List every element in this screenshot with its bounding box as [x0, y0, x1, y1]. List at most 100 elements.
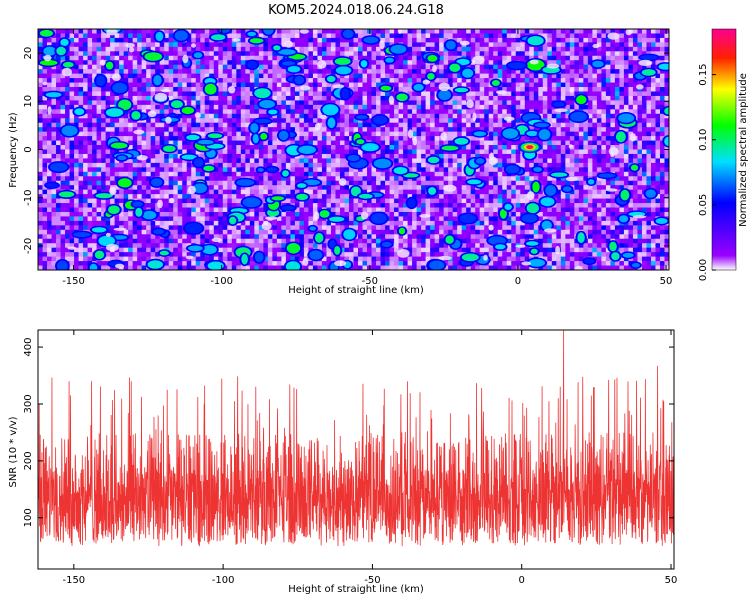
heatmap-cell	[213, 113, 219, 119]
heatmap-cell	[610, 122, 616, 128]
heatmap-cell	[596, 95, 602, 101]
heatmap-cell	[263, 140, 269, 146]
heatmap-cell	[515, 42, 521, 48]
heatmap-cell	[394, 176, 400, 182]
heatmap-cell	[448, 162, 454, 168]
heatmap-cell	[596, 87, 602, 93]
heatmap-cell	[272, 176, 278, 182]
heatmap-cell	[317, 55, 323, 61]
heatmap-cell	[457, 171, 463, 177]
heatmap-cell	[204, 51, 210, 57]
heatmap-cell	[461, 82, 467, 88]
heatmap-cell	[578, 167, 584, 173]
heatmap-cell	[123, 60, 129, 66]
heatmap-cell	[358, 95, 364, 101]
heatmap-cell	[249, 176, 255, 182]
heatmap-cell	[317, 73, 323, 79]
heatmap-cell	[87, 37, 93, 43]
heatmap-cell	[290, 162, 296, 168]
heatmap-cell	[569, 46, 575, 52]
heatmap-cell	[272, 51, 278, 57]
heatmap-cell	[448, 122, 454, 128]
heatmap-cell	[479, 78, 485, 84]
heatmap-cell	[51, 176, 57, 182]
heatmap-cell	[547, 100, 553, 106]
heatmap-cell	[475, 122, 481, 128]
heatmap-cell	[529, 136, 535, 142]
heatmap-cell	[407, 104, 413, 110]
heatmap-cell	[245, 87, 251, 93]
heatmap-cell	[249, 95, 255, 101]
heatmap-cell	[141, 149, 147, 155]
heatmap-cell	[339, 131, 346, 137]
heatmap-cell	[461, 109, 467, 115]
heatmap-cell	[592, 162, 598, 168]
heatmap-cell	[484, 78, 490, 84]
heatmap-cell	[601, 149, 607, 155]
heatmap-cell	[610, 118, 616, 124]
heatmap-cell	[267, 51, 273, 57]
heatmap-cell	[470, 136, 476, 142]
heatmap-cell	[150, 42, 156, 48]
heatmap-cell	[299, 162, 305, 168]
heatmap-cell	[231, 42, 237, 48]
heatmap-cell	[371, 46, 377, 52]
heatmap-cell	[556, 180, 562, 186]
heatmap-cell	[38, 167, 44, 173]
heatmap-cell	[565, 64, 571, 70]
heatmap-cell	[276, 104, 282, 110]
heatmap-cell	[434, 180, 440, 186]
heatmap-cell	[605, 46, 612, 52]
heatmap-cell	[587, 136, 593, 142]
heatmap-cell	[655, 51, 661, 57]
heatmap-cell	[159, 46, 165, 52]
heatmap-cell	[443, 104, 449, 110]
heatmap-cell	[434, 145, 440, 151]
heatmap-cell	[254, 171, 260, 177]
heatmap-cell	[69, 55, 75, 61]
heatmap-cell	[317, 140, 323, 146]
heatmap-cell	[479, 82, 485, 88]
heatmap-cell	[605, 153, 612, 160]
heatmap-cell	[596, 176, 602, 182]
heatmap-cell	[38, 82, 44, 88]
heatmap-cell	[92, 46, 98, 52]
heatmap-cell	[218, 162, 224, 168]
heatmap-cell	[587, 171, 593, 177]
heatmap-cell	[254, 153, 260, 160]
heatmap-cell	[448, 118, 454, 124]
heatmap-cell	[231, 60, 237, 66]
heatmap-cell	[488, 176, 494, 182]
heatmap-cell	[213, 162, 219, 168]
heatmap-cell	[200, 104, 206, 110]
heatmap-cell	[267, 122, 273, 128]
heatmap-cell	[632, 55, 639, 61]
heatmap-cell	[299, 167, 305, 173]
heatmap-cell	[285, 162, 291, 168]
heatmap-cell	[312, 109, 319, 115]
heatmap-cell	[339, 73, 346, 79]
heatmap-cell	[218, 46, 224, 52]
heatmap-cell	[403, 82, 409, 88]
heatmap-cell	[195, 149, 201, 155]
heatmap-cell	[195, 42, 201, 48]
heatmap-cell	[353, 100, 359, 106]
heatmap-cell	[74, 82, 80, 88]
heatmap-cell	[416, 78, 422, 84]
heatmap-cell	[182, 69, 188, 75]
heatmap-cell	[542, 145, 548, 151]
heatmap-cell	[294, 140, 301, 146]
heatmap-cell	[565, 82, 571, 88]
heatmap-cell	[65, 78, 71, 84]
heatmap-cell	[123, 64, 129, 70]
heatmap-cell	[430, 145, 436, 151]
heatmap-cell	[65, 95, 71, 101]
heatmap-cell	[114, 118, 120, 124]
heatmap-cell	[587, 140, 593, 146]
heatmap-cell	[596, 100, 602, 106]
heatmap-cell	[605, 145, 612, 151]
heatmap-cell	[641, 100, 648, 106]
heatmap-cell	[272, 149, 278, 155]
heatmap-cell	[439, 176, 445, 182]
heatmap-cell	[146, 33, 152, 39]
